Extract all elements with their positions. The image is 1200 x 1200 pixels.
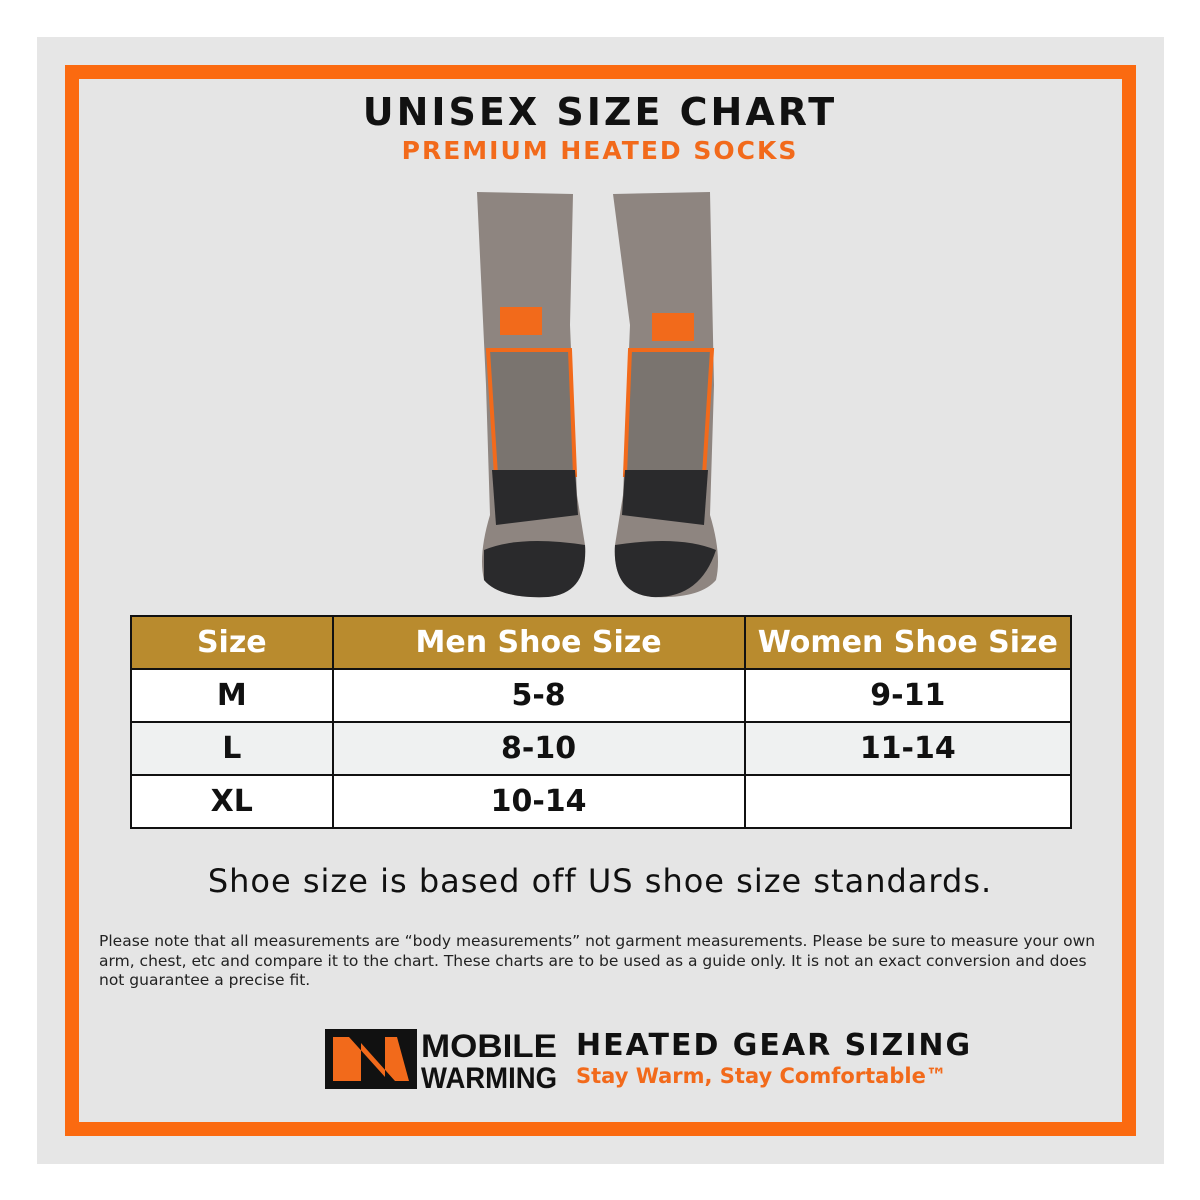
table-row: XL 10-14 (130, 774, 1073, 829)
brand-tagline: Stay Warm, Stay Comfortable™ (576, 1064, 947, 1088)
svg-text:MOBILE: MOBILE (421, 1028, 557, 1064)
orange-frame (65, 65, 1136, 1136)
cell-women (743, 774, 1073, 829)
page-subtitle: PREMIUM HEATED SOCKS (401, 136, 799, 165)
table-row: M 5-8 9-11 (130, 668, 1073, 723)
cell-men: 8-10 (331, 721, 746, 776)
fine-print: Please note that all measurements are “b… (99, 932, 1096, 989)
header-men: Men Shoe Size (331, 615, 746, 670)
table-header-row: Size Men Shoe Size Women Shoe Size (130, 615, 1073, 670)
size-standard-note: Shoe size is based off US shoe size stan… (207, 862, 993, 900)
cell-women: 9-11 (743, 668, 1073, 723)
size-table: Size Men Shoe Size Women Shoe Size M 5-8… (130, 615, 1073, 829)
cell-size: XL (130, 774, 334, 829)
cell-women: 11-14 (743, 721, 1073, 776)
right-sock (613, 192, 718, 598)
svg-text:WARMING: WARMING (421, 1062, 557, 1091)
left-sock (477, 192, 586, 598)
page-title: UNISEX SIZE CHART (362, 90, 838, 134)
header-women: Women Shoe Size (743, 615, 1073, 670)
socks-image (477, 192, 718, 598)
cell-men: 5-8 (331, 668, 746, 723)
cell-size: M (130, 668, 334, 723)
cell-men: 10-14 (331, 774, 746, 829)
brand-title: HEATED GEAR SIZING (576, 1028, 973, 1063)
mobile-warming-logo: MOBILE WARMING (325, 1028, 557, 1091)
cell-size: L (130, 721, 334, 776)
header-size: Size (130, 615, 334, 670)
table-row: L 8-10 11-14 (130, 721, 1073, 776)
